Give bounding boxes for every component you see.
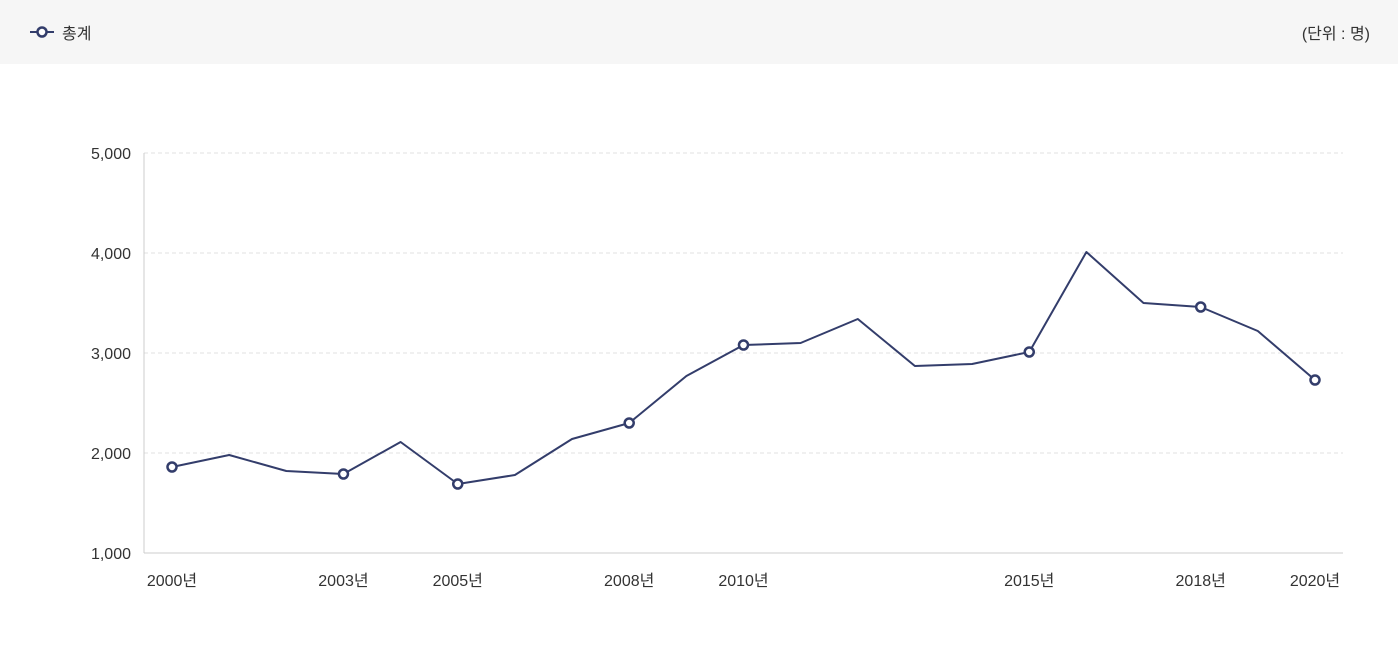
data-point-marker: [623, 417, 635, 429]
data-point-marker: [337, 468, 350, 480]
y-tick-label: 2,000: [91, 446, 131, 463]
legend-label: 총계: [62, 26, 92, 43]
y-tick-label: 5,000: [91, 146, 131, 163]
x-tick-label: 2000년: [147, 572, 197, 590]
x-tick-label: 2010년: [718, 572, 768, 590]
data-point-marker: [1023, 346, 1035, 358]
chart-header-bar: 총계 (단위 : 명): [0, 0, 1398, 64]
data-point-marker: [166, 461, 178, 473]
x-tick-label: 2008년: [604, 572, 654, 590]
data-point-marker: [1309, 374, 1321, 386]
y-tick-label: 3,000: [91, 346, 131, 363]
x-tick-label: 2005년: [433, 572, 483, 590]
y-tick-label: 4,000: [91, 246, 131, 263]
chart-area: 1,000 2,000 3,000 4,000 5,000 2000년 2003년 2005년…: [0, 64, 1398, 653]
series-line: [171, 251, 1316, 485]
data-point-marker: [737, 339, 750, 351]
x-tick-label: 2020년: [1290, 572, 1340, 590]
line-with-circle-marker-icon: [30, 26, 54, 38]
data-point-marker: [452, 478, 464, 490]
data-point-marker: [1194, 301, 1207, 313]
legend[interactable]: 총계: [30, 20, 91, 44]
unit-label: (단위 : 명): [1301, 26, 1370, 43]
x-tick-label: 2015년: [1004, 572, 1054, 590]
x-tick-label: 2018년: [1176, 572, 1226, 590]
line-chart: 1,000 2,000 3,000 4,000 5,000 2000년 2003년 2005년…: [91, 146, 1343, 590]
x-tick-label: 2003년: [318, 572, 368, 590]
y-tick-label: 1,000: [91, 546, 131, 563]
